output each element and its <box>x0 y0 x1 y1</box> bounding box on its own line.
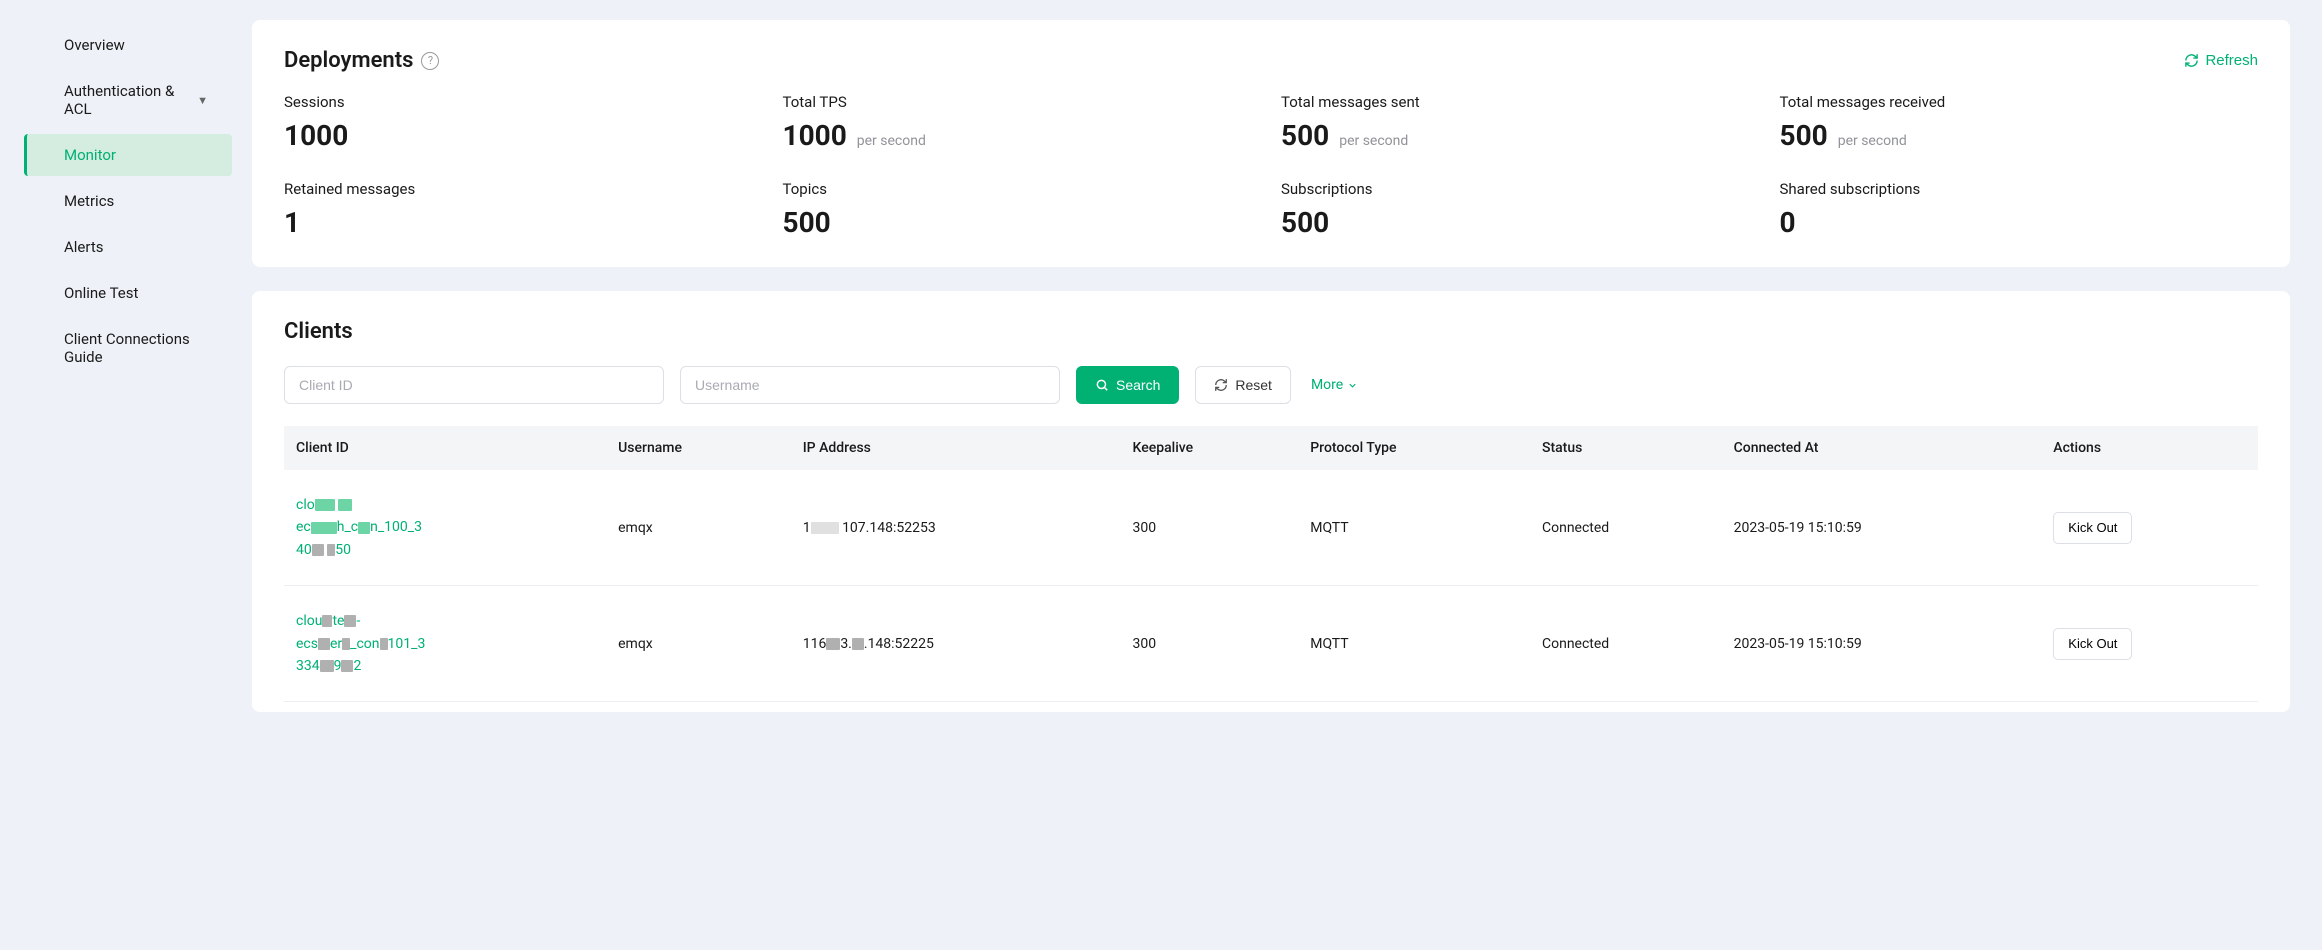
cell-connected-at: 2023-05-19 15:10:59 <box>1722 586 2042 702</box>
col-ip-address: IP Address <box>791 426 1121 470</box>
sidebar-item-client-connections-guide[interactable]: Client Connections Guide <box>24 318 232 378</box>
cell-username: emqx <box>606 586 791 702</box>
stat-retained-messages: Retained messages 1 <box>284 180 763 239</box>
sidebar: Overview Authentication & ACL ▼ Monitor … <box>0 0 248 950</box>
clients-card: Clients Search Reset <box>252 291 2290 712</box>
stat-label: Subscriptions <box>1281 180 1760 198</box>
cell-status: Connected <box>1530 470 1722 586</box>
stat-label: Shared subscriptions <box>1780 180 2259 198</box>
client-id-link[interactable]: cloute- ecser_con101_3 33492 <box>296 610 456 677</box>
clients-table: Client ID Username IP Address Keepalive … <box>284 426 2258 702</box>
col-actions: Actions <box>2041 426 2258 470</box>
refresh-icon <box>2184 53 2199 68</box>
col-status: Status <box>1530 426 1722 470</box>
sidebar-item-label: Overview <box>64 36 125 54</box>
stats-grid: Sessions 1000 Total TPS 1000 per second … <box>284 93 2258 239</box>
reset-label: Reset <box>1235 377 1272 393</box>
kick-out-button[interactable]: Kick Out <box>2053 628 2132 660</box>
main-content: Deployments ? Refresh Sessions 1000 <box>248 0 2322 950</box>
search-label: Search <box>1116 377 1160 393</box>
cell-keepalive: 300 <box>1121 586 1299 702</box>
kick-out-button[interactable]: Kick Out <box>2053 512 2132 544</box>
stat-value: 1000 <box>783 119 847 152</box>
col-client-id: Client ID <box>284 426 606 470</box>
reset-icon <box>1214 378 1228 392</box>
stat-label: Sessions <box>284 93 763 111</box>
col-keepalive: Keepalive <box>1121 426 1299 470</box>
deployments-card: Deployments ? Refresh Sessions 1000 <box>252 20 2290 267</box>
stat-topics: Topics 500 <box>783 180 1262 239</box>
stat-value: 500 <box>1281 119 1329 152</box>
clients-title-text: Clients <box>284 319 353 344</box>
sidebar-item-auth-acl[interactable]: Authentication & ACL ▼ <box>24 70 232 130</box>
reset-button[interactable]: Reset <box>1195 366 1291 404</box>
cell-username: emqx <box>606 470 791 586</box>
sidebar-item-label: Online Test <box>64 284 138 302</box>
stat-label: Retained messages <box>284 180 763 198</box>
stat-value: 1000 <box>284 119 348 152</box>
deployments-title: Deployments ? <box>284 48 439 73</box>
help-icon[interactable]: ? <box>421 52 439 70</box>
cell-ip: 1163..148:52225 <box>791 586 1121 702</box>
search-button[interactable]: Search <box>1076 366 1179 404</box>
sidebar-item-overview[interactable]: Overview <box>24 24 232 66</box>
chevron-down-icon <box>1347 380 1358 391</box>
stat-unit: per second <box>1339 133 1408 149</box>
stat-messages-sent: Total messages sent 500 per second <box>1281 93 1760 152</box>
stat-value: 500 <box>1281 206 1329 239</box>
cell-keepalive: 300 <box>1121 470 1299 586</box>
col-protocol-type: Protocol Type <box>1298 426 1530 470</box>
col-username: Username <box>606 426 791 470</box>
search-icon <box>1095 378 1109 392</box>
cell-protocol: MQTT <box>1298 470 1530 586</box>
stat-label: Total TPS <box>783 93 1262 111</box>
refresh-label: Refresh <box>2205 52 2258 69</box>
stat-label: Total messages sent <box>1281 93 1760 111</box>
stat-value: 500 <box>783 206 831 239</box>
stat-unit: per second <box>1838 133 1907 149</box>
cell-status: Connected <box>1530 586 1722 702</box>
clients-title: Clients <box>284 319 2258 344</box>
sidebar-item-alerts[interactable]: Alerts <box>24 226 232 268</box>
more-link[interactable]: More <box>1311 377 1358 393</box>
sidebar-item-metrics[interactable]: Metrics <box>24 180 232 222</box>
stat-subscriptions: Subscriptions 500 <box>1281 180 1760 239</box>
stat-value: 1 <box>284 206 300 239</box>
stat-label: Total messages received <box>1780 93 2259 111</box>
sidebar-item-label: Monitor <box>64 146 116 164</box>
client-id-link[interactable]: clo ech_cn_100_3 40 50 <box>296 494 456 561</box>
sidebar-item-label: Authentication & ACL <box>64 82 197 118</box>
sidebar-item-label: Alerts <box>64 238 104 256</box>
more-label: More <box>1311 377 1343 393</box>
stat-shared-subscriptions: Shared subscriptions 0 <box>1780 180 2259 239</box>
sidebar-item-monitor[interactable]: Monitor <box>24 134 232 176</box>
stat-value: 0 <box>1780 206 1796 239</box>
cell-ip: 1 107.148:52253 <box>791 470 1121 586</box>
sidebar-item-label: Client Connections Guide <box>64 330 208 366</box>
table-row: clo ech_cn_100_3 40 50 emqx 1 107.148:52… <box>284 470 2258 586</box>
stat-unit: per second <box>857 133 926 149</box>
stat-total-tps: Total TPS 1000 per second <box>783 93 1262 152</box>
refresh-button[interactable]: Refresh <box>2184 52 2258 69</box>
sidebar-item-online-test[interactable]: Online Test <box>24 272 232 314</box>
deployments-title-text: Deployments <box>284 48 413 73</box>
clients-controls: Search Reset More <box>284 366 2258 404</box>
sidebar-item-label: Metrics <box>64 192 114 210</box>
stat-sessions: Sessions 1000 <box>284 93 763 152</box>
stat-label: Topics <box>783 180 1262 198</box>
table-row: cloute- ecser_con101_3 33492 emqx 1163..… <box>284 586 2258 702</box>
cell-connected-at: 2023-05-19 15:10:59 <box>1722 470 2042 586</box>
client-id-input[interactable] <box>284 366 664 404</box>
username-input[interactable] <box>680 366 1060 404</box>
stat-messages-received: Total messages received 500 per second <box>1780 93 2259 152</box>
chevron-down-icon: ▼ <box>197 94 208 107</box>
stat-value: 500 <box>1780 119 1828 152</box>
cell-protocol: MQTT <box>1298 586 1530 702</box>
col-connected-at: Connected At <box>1722 426 2042 470</box>
